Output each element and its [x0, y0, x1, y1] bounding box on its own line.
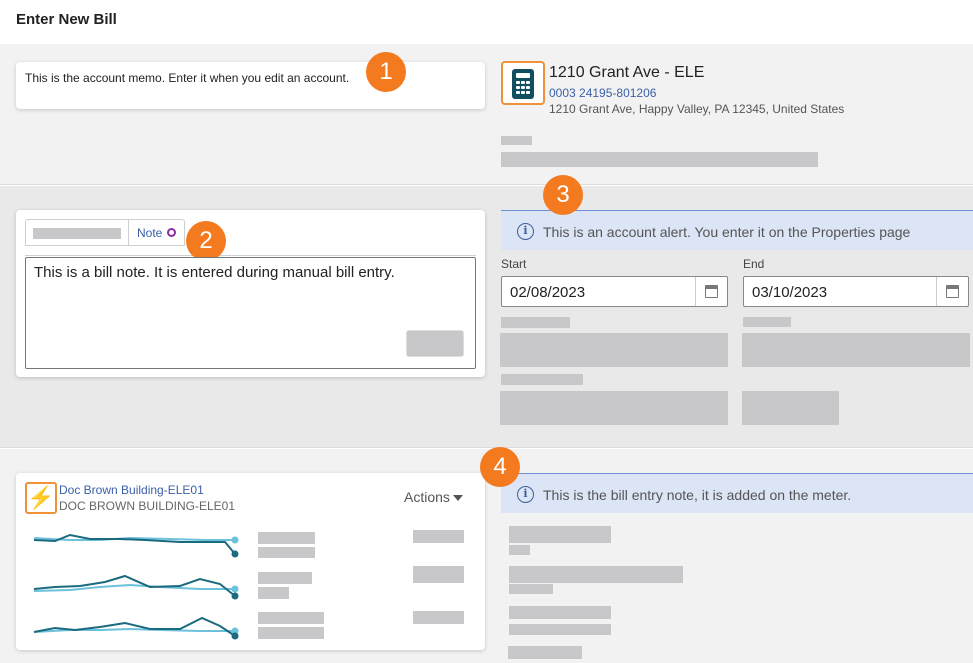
redacted-value: [258, 547, 315, 558]
meter-code: DOC BROWN BUILDING-ELE01: [59, 499, 236, 513]
sparkline-dot: [231, 632, 239, 640]
redacted-value: [413, 611, 464, 624]
redacted-value: [501, 152, 818, 167]
redacted-label: [501, 136, 532, 145]
redacted-field[interactable]: [500, 391, 728, 425]
redacted-field[interactable]: [500, 333, 728, 367]
sparkline-light: [33, 583, 235, 592]
redacted-field[interactable]: [742, 391, 839, 425]
sparkline-dot: [231, 550, 239, 558]
start-date-input[interactable]: 02/08/2023: [501, 276, 728, 307]
redacted-value: [509, 526, 611, 543]
redacted-value: [258, 572, 312, 584]
account-name: 1210 Grant Ave - ELE: [549, 64, 705, 81]
actions-label: Actions: [404, 489, 450, 505]
sparkline-dark: [33, 616, 236, 637]
redacted-value: [508, 646, 582, 659]
end-date-value: 03/10/2023: [752, 284, 828, 301]
redacted-value: [413, 566, 464, 583]
redacted-label: [501, 317, 570, 328]
account-alert-text: This is an account alert. You enter it o…: [543, 224, 911, 240]
meter-bill-entry-note: i This is the bill entry note, it is add…: [501, 473, 973, 513]
bill-note-textarea[interactable]: This is a bill note. It is entered durin…: [25, 257, 476, 369]
sparkline-dot: [231, 627, 239, 635]
account-memo-text: This is the account memo. Enter it when …: [25, 71, 350, 85]
tab-divider: [25, 255, 476, 256]
redacted-field[interactable]: [742, 333, 970, 367]
callout-badge-4: 4: [480, 447, 520, 487]
end-date-label: End: [743, 257, 765, 271]
redacted-value: [509, 566, 683, 583]
sparkline-1: [33, 533, 239, 558]
redacted-value: [413, 530, 464, 543]
sparkline-dot: [231, 592, 239, 600]
account-alert: i This is an account alert. You enter it…: [501, 210, 973, 250]
redacted-value: [509, 545, 530, 555]
info-icon: i: [517, 223, 534, 240]
meter-note-text: This is the bill entry note, it is added…: [543, 487, 852, 503]
note-action-button[interactable]: [406, 330, 464, 357]
sparkline-3: [33, 616, 239, 640]
end-date-input[interactable]: 03/10/2023: [743, 276, 969, 307]
sparkline-dot: [231, 536, 239, 544]
redacted-label: [501, 374, 583, 385]
redacted-value: [258, 612, 324, 624]
callout-badge-3: 3: [543, 175, 583, 215]
page-title: Enter New Bill: [16, 11, 117, 28]
note-indicator-icon: [167, 228, 176, 237]
tab-redacted[interactable]: [33, 228, 121, 239]
account-number-link[interactable]: 0003 24195-801206: [549, 86, 657, 100]
tab-note[interactable]: Note: [128, 219, 185, 246]
info-icon: i: [517, 486, 534, 503]
callout-badge-2: 2: [186, 221, 226, 261]
calculator-icon: [501, 61, 545, 105]
redacted-value: [509, 606, 611, 619]
sparkline-dark: [33, 533, 236, 555]
calendar-icon[interactable]: [936, 277, 968, 306]
caret-down-icon: [452, 495, 463, 502]
calendar-icon[interactable]: [695, 277, 727, 306]
actions-dropdown[interactable]: Actions: [404, 489, 463, 505]
bill-note-text: This is a bill note. It is entered durin…: [34, 264, 395, 281]
tab-note-label: Note: [137, 226, 163, 240]
callout-badge-1: 1: [366, 52, 406, 92]
sparkline-light: [33, 536, 235, 541]
redacted-value: [258, 627, 324, 639]
redacted-value: [258, 532, 315, 544]
start-date-label: Start: [501, 257, 527, 271]
account-memo-card: This is the account memo. Enter it when …: [16, 62, 485, 109]
redacted-value: [509, 584, 553, 594]
sparkline-dark: [33, 574, 236, 597]
redacted-value: [258, 587, 289, 599]
start-date-value: 02/08/2023: [510, 284, 586, 301]
redacted-value: [509, 624, 611, 635]
top-bar: Enter New Bill: [0, 0, 973, 44]
meter-link[interactable]: Doc Brown Building-ELE01: [59, 483, 204, 497]
account-address: 1210 Grant Ave, Happy Valley, PA 12345, …: [549, 102, 845, 116]
sparkline-dot: [231, 585, 239, 593]
lightning-icon: ⚡: [25, 482, 57, 514]
sparkline-2: [33, 574, 239, 600]
meter-card: [16, 473, 485, 650]
redacted-label: [743, 317, 791, 327]
